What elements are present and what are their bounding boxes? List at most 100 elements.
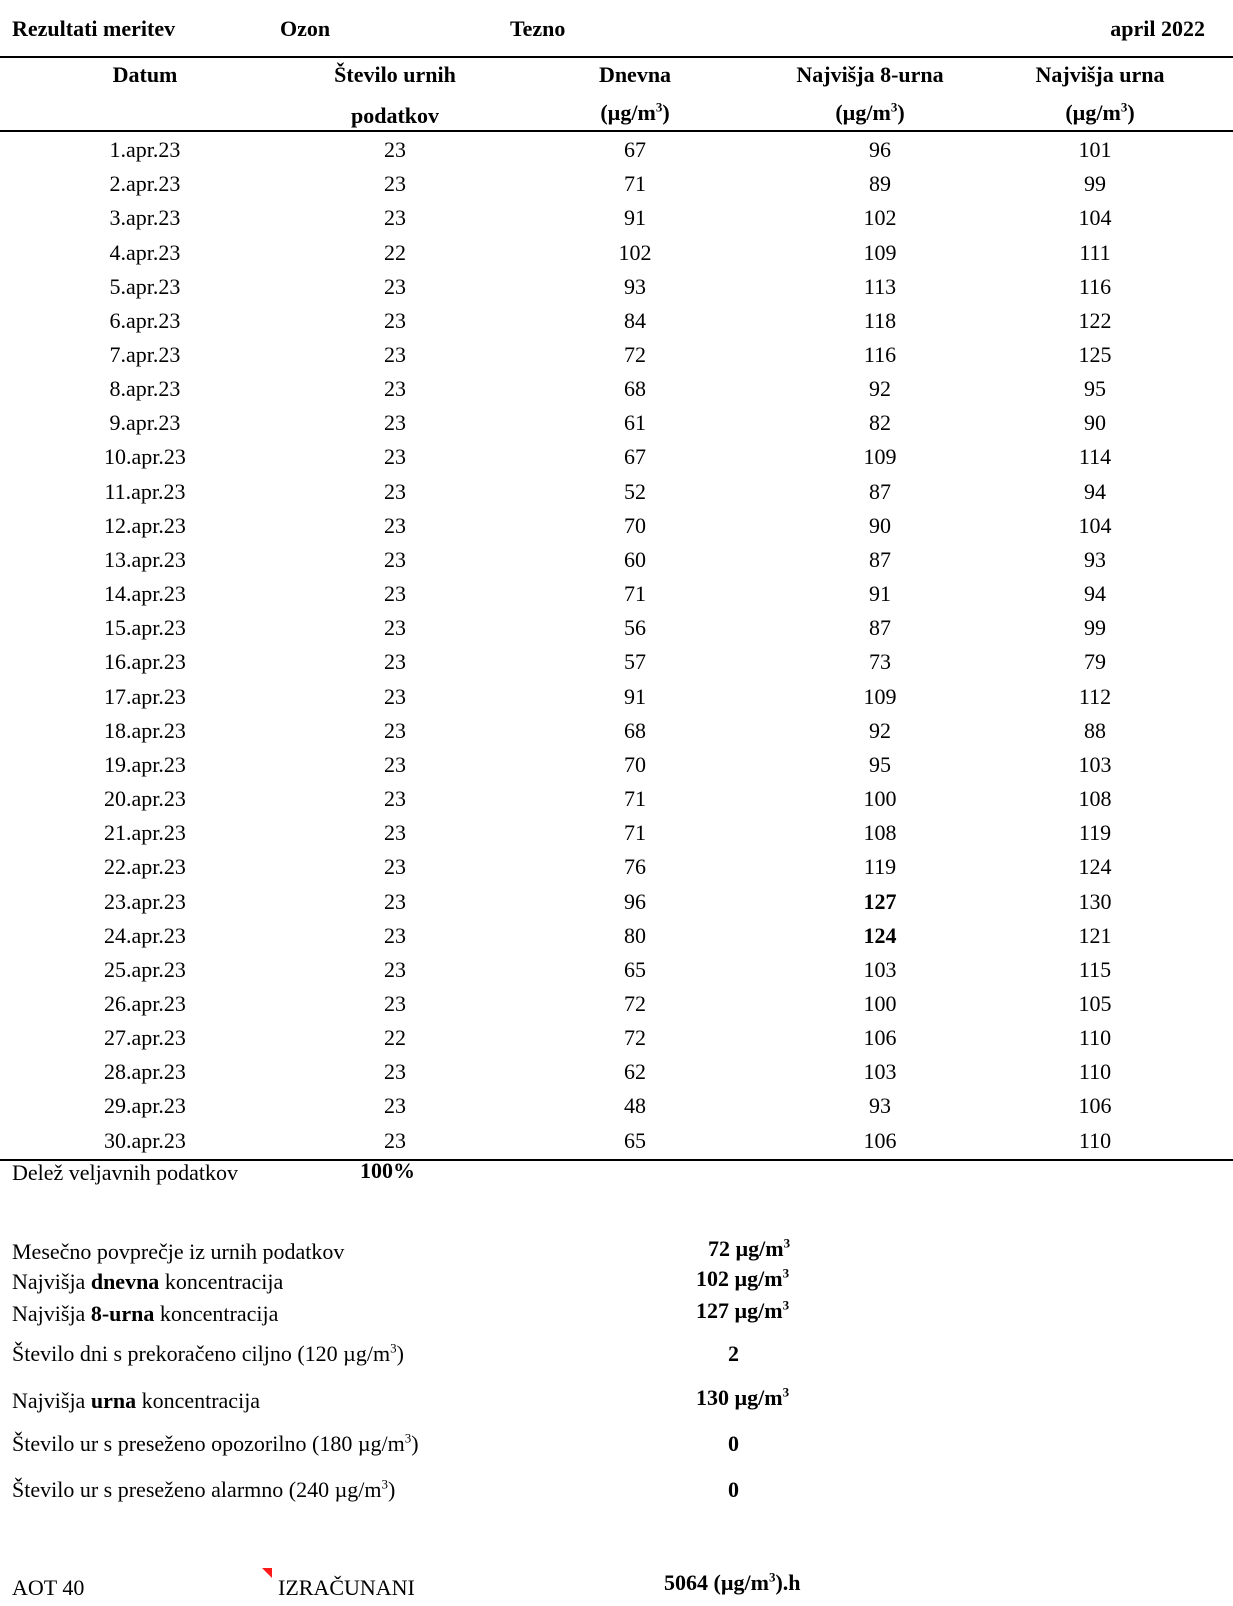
cell-daily: 71	[500, 167, 770, 201]
cell-max-8h: 106	[770, 1124, 990, 1158]
cell-count: 23	[290, 1124, 500, 1158]
table-row: 7.apr.23 23 72 116 125	[0, 338, 1200, 372]
cell-daily: 72	[500, 987, 770, 1021]
table-row: 26.apr.23 23 72 100 105	[0, 987, 1200, 1021]
station-name: Tezno	[510, 16, 565, 42]
cell-max-8h: 102	[770, 201, 990, 235]
table-row: 2.apr.23 23 71 89 99	[0, 167, 1200, 201]
cell-date: 20.apr.23	[0, 782, 290, 816]
aot40-value: 5064 (µg/m3).h	[664, 1570, 801, 1596]
cell-max-hourly: 101	[990, 133, 1200, 167]
cell-date: 15.apr.23	[0, 611, 290, 645]
cell-max-8h: 89	[770, 167, 990, 201]
table-row: 23.apr.23 23 96 127 130	[0, 884, 1200, 918]
cell-max-hourly: 110	[990, 1055, 1200, 1089]
cell-max-8h: 119	[770, 850, 990, 884]
cell-daily: 65	[500, 1124, 770, 1158]
cell-max-hourly: 90	[990, 406, 1200, 440]
cell-max-hourly: 108	[990, 782, 1200, 816]
cell-date: 12.apr.23	[0, 509, 290, 543]
cell-max-8h: 116	[770, 338, 990, 372]
cell-daily: 71	[500, 816, 770, 850]
cell-count: 23	[290, 338, 500, 372]
cell-count: 22	[290, 1021, 500, 1055]
cell-count: 23	[290, 509, 500, 543]
cell-max-8h: 127	[770, 884, 990, 918]
report-title: Rezultati meritev	[12, 16, 175, 42]
cell-daily: 71	[500, 577, 770, 611]
cell-count: 23	[290, 919, 500, 953]
cell-daily: 67	[500, 133, 770, 167]
cell-daily: 93	[500, 270, 770, 304]
table-row: 14.apr.23 23 71 91 94	[0, 577, 1200, 611]
cell-max-hourly: 110	[990, 1021, 1200, 1055]
cell-daily: 48	[500, 1089, 770, 1123]
col-max8-header: Najvišja 8-urna	[760, 62, 980, 88]
cell-daily: 91	[500, 201, 770, 235]
cell-count: 23	[290, 270, 500, 304]
table-row: 24.apr.23 23 80 124 121	[0, 919, 1200, 953]
max-8h-label: Najvišja 8-urna koncentracija	[12, 1301, 278, 1327]
cell-max-hourly: 103	[990, 748, 1200, 782]
cell-date: 10.apr.23	[0, 440, 290, 474]
info-threshold-hours-label: Število ur s preseženo opozorilno (180 µ…	[12, 1431, 419, 1457]
cell-count: 23	[290, 782, 500, 816]
max-8h-value: 127 µg/m3	[696, 1298, 789, 1324]
cell-count: 23	[290, 645, 500, 679]
table-row: 29.apr.23 23 48 93 106	[0, 1089, 1200, 1123]
col-max1-header: Najvišja urna	[1000, 62, 1200, 88]
cell-max-8h: 92	[770, 714, 990, 748]
cell-max-hourly: 94	[990, 577, 1200, 611]
cell-date: 5.apr.23	[0, 270, 290, 304]
table-row: 6.apr.23 23 84 118 122	[0, 304, 1200, 338]
cell-max-8h: 118	[770, 304, 990, 338]
cell-max-8h: 113	[770, 270, 990, 304]
aot40-mode: IZRAČUNANI	[278, 1575, 415, 1601]
cell-max-hourly: 104	[990, 509, 1200, 543]
table-row: 17.apr.23 23 91 109 112	[0, 680, 1200, 714]
max-hourly-value: 130 µg/m3	[696, 1385, 789, 1411]
cell-count: 23	[290, 884, 500, 918]
table-row: 28.apr.23 23 62 103 110	[0, 1055, 1200, 1089]
cell-daily: 80	[500, 919, 770, 953]
cell-count: 23	[290, 953, 500, 987]
cell-daily: 60	[500, 543, 770, 577]
cell-count: 23	[290, 714, 500, 748]
cell-max-8h: 124	[770, 919, 990, 953]
cell-count: 23	[290, 406, 500, 440]
cell-max-hourly: 105	[990, 987, 1200, 1021]
col-max8-unit: (µg/m3)	[760, 100, 980, 126]
cell-count: 23	[290, 201, 500, 235]
cell-date: 17.apr.23	[0, 680, 290, 714]
cell-daily: 68	[500, 372, 770, 406]
cell-max-8h: 100	[770, 987, 990, 1021]
cell-date: 2.apr.23	[0, 167, 290, 201]
cell-date: 19.apr.23	[0, 748, 290, 782]
cell-max-hourly: 116	[990, 270, 1200, 304]
cell-daily: 57	[500, 645, 770, 679]
cell-daily: 68	[500, 714, 770, 748]
cell-date: 24.apr.23	[0, 919, 290, 953]
cell-max-hourly: 79	[990, 645, 1200, 679]
col-max1-unit: (µg/m3)	[1000, 100, 1200, 126]
cell-max-hourly: 121	[990, 919, 1200, 953]
table-row: 12.apr.23 23 70 90 104	[0, 509, 1200, 543]
cell-count: 23	[290, 1089, 500, 1123]
cell-count: 23	[290, 543, 500, 577]
cell-date: 9.apr.23	[0, 406, 290, 440]
cell-max-hourly: 122	[990, 304, 1200, 338]
cell-date: 6.apr.23	[0, 304, 290, 338]
cell-max-hourly: 93	[990, 543, 1200, 577]
target-exceed-days-label: Število dni s prekoračeno ciljno (120 µg…	[12, 1341, 404, 1367]
cell-max-hourly: 114	[990, 440, 1200, 474]
cell-max-hourly: 95	[990, 372, 1200, 406]
table-row: 9.apr.23 23 61 82 90	[0, 406, 1200, 440]
col-daily-header: Dnevna	[550, 62, 720, 88]
comment-marker-icon[interactable]	[262, 1568, 272, 1578]
table-row: 16.apr.23 23 57 73 79	[0, 645, 1200, 679]
cell-count: 23	[290, 680, 500, 714]
cell-date: 27.apr.23	[0, 1021, 290, 1055]
monthly-average-value: 72 µg/m3	[708, 1236, 790, 1262]
cell-date: 14.apr.23	[0, 577, 290, 611]
col-daily-unit: (µg/m3)	[550, 100, 720, 126]
